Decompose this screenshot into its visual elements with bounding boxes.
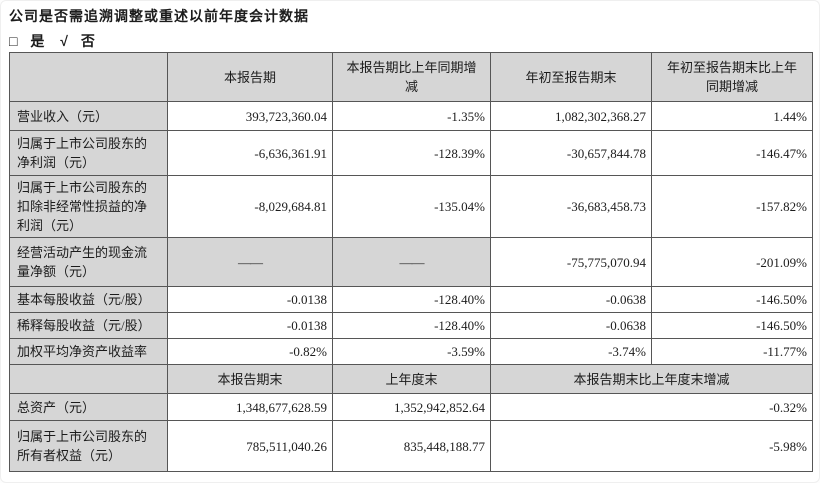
cell-value: 393,723,360.04 (167, 101, 333, 131)
cell-value: -201.09% (651, 237, 813, 287)
restatement-question: 公司是否需追溯调整或重述以前年度会计数据 (9, 8, 309, 24)
header-period-end: 本报告期末 (167, 364, 333, 394)
row-label: 归属于上市公司股东的扣除非经常性损益的净利润（元） (9, 175, 168, 238)
cell-value: -0.32% (490, 393, 813, 421)
row-label: 加权平均净资产收益率 (9, 338, 168, 365)
table-row-revenue: 营业收入（元） 393,723,360.04 -1.35% 1,082,302,… (9, 101, 813, 131)
cell-value: -11.77% (651, 338, 813, 365)
table-row-owners-equity: 归属于上市公司股东的所有者权益（元） 785,511,040.26 835,44… (9, 420, 813, 472)
cell-value: -5.98% (490, 420, 813, 472)
cell-value: -146.50% (651, 312, 813, 339)
header-ytd-yoy-change: 年初至报告期末比上年同期增减 (651, 52, 813, 102)
cell-value: -8,029,684.81 (167, 175, 333, 238)
checkmark-icon: √ (60, 33, 69, 49)
restatement-options: □ 是 √ 否 (9, 31, 106, 51)
header-ytd: 年初至报告期末 (490, 52, 652, 102)
cell-value: -0.82% (167, 338, 333, 365)
table-row-basic-eps: 基本每股收益（元/股） -0.0138 -128.40% -0.0638 -14… (9, 286, 813, 313)
option-no-label: 否 (80, 33, 96, 49)
cell-value: -0.0638 (490, 286, 652, 313)
cell-value: -0.0138 (167, 312, 333, 339)
cell-value: -3.59% (332, 338, 491, 365)
table-row-weighted-avg-roe: 加权平均净资产收益率 -0.82% -3.59% -3.74% -11.77% (9, 338, 813, 365)
cell-value: 785,511,040.26 (167, 420, 333, 472)
table-row-operating-cash-flow: 经营活动产生的现金流量净额（元） —— —— -75,775,070.94 -2… (9, 237, 813, 287)
cell-value: -36,683,458.73 (490, 175, 652, 238)
cell-value: 835,448,188.77 (332, 420, 491, 472)
financial-summary-table: 本报告期 本报告期比上年同期增减 年初至报告期末 年初至报告期末比上年同期增减 … (9, 52, 813, 472)
cell-value: -146.50% (651, 286, 813, 313)
cell-value: -1.35% (332, 101, 491, 131)
cell-value: -128.40% (332, 286, 491, 313)
corner-cell (9, 52, 168, 102)
row-label: 稀释每股收益（元/股） (9, 312, 168, 339)
checkbox-empty-icon: □ (9, 33, 19, 49)
cell-value: -0.0638 (490, 312, 652, 339)
row-label: 经营活动产生的现金流量净额（元） (9, 237, 168, 287)
row-label: 归属于上市公司股东的净利润（元） (9, 130, 168, 176)
corner-cell (9, 364, 168, 394)
table-row-total-assets: 总资产（元） 1,348,677,628.59 1,352,942,852.64… (9, 393, 813, 421)
header-current-period-yoy-change: 本报告期比上年同期增减 (332, 52, 491, 102)
row-label: 营业收入（元） (9, 101, 168, 131)
table-header-row-period-end: 本报告期末 上年度末 本报告期末比上年度末增减 (9, 364, 813, 394)
cell-value: -146.47% (651, 130, 813, 176)
row-label: 归属于上市公司股东的所有者权益（元） (9, 420, 168, 472)
row-label: 总资产（元） (9, 393, 168, 421)
cell-dash: —— (332, 237, 491, 287)
table-row-diluted-eps: 稀释每股收益（元/股） -0.0138 -128.40% -0.0638 -14… (9, 312, 813, 339)
row-label: 基本每股收益（元/股） (9, 286, 168, 313)
cell-value: -75,775,070.94 (490, 237, 652, 287)
cell-value: 1.44% (651, 101, 813, 131)
cell-value: 1,348,677,628.59 (167, 393, 333, 421)
cell-dash: —— (167, 237, 333, 287)
table-row-net-profit: 归属于上市公司股东的净利润（元） -6,636,361.91 -128.39% … (9, 130, 813, 176)
cell-value: 1,352,942,852.64 (332, 393, 491, 421)
cell-value: -30,657,844.78 (490, 130, 652, 176)
cell-value: 1,082,302,368.27 (490, 101, 652, 131)
table-header-row-period: 本报告期 本报告期比上年同期增减 年初至报告期末 年初至报告期末比上年同期增减 (9, 52, 813, 102)
cell-value: -128.40% (332, 312, 491, 339)
header-period-end-change: 本报告期末比上年度末增减 (490, 364, 813, 394)
cell-value: -135.04% (332, 175, 491, 238)
table-row-net-profit-excl-nonrecurring: 归属于上市公司股东的扣除非经常性损益的净利润（元） -8,029,684.81 … (9, 175, 813, 238)
cell-value: -157.82% (651, 175, 813, 238)
header-current-period: 本报告期 (167, 52, 333, 102)
cell-value: -0.0138 (167, 286, 333, 313)
cell-value: -128.39% (332, 130, 491, 176)
cell-value: -6,636,361.91 (167, 130, 333, 176)
cell-value: -3.74% (490, 338, 652, 365)
header-prior-year-end: 上年度末 (332, 364, 491, 394)
option-yes-label: 是 (30, 33, 46, 49)
